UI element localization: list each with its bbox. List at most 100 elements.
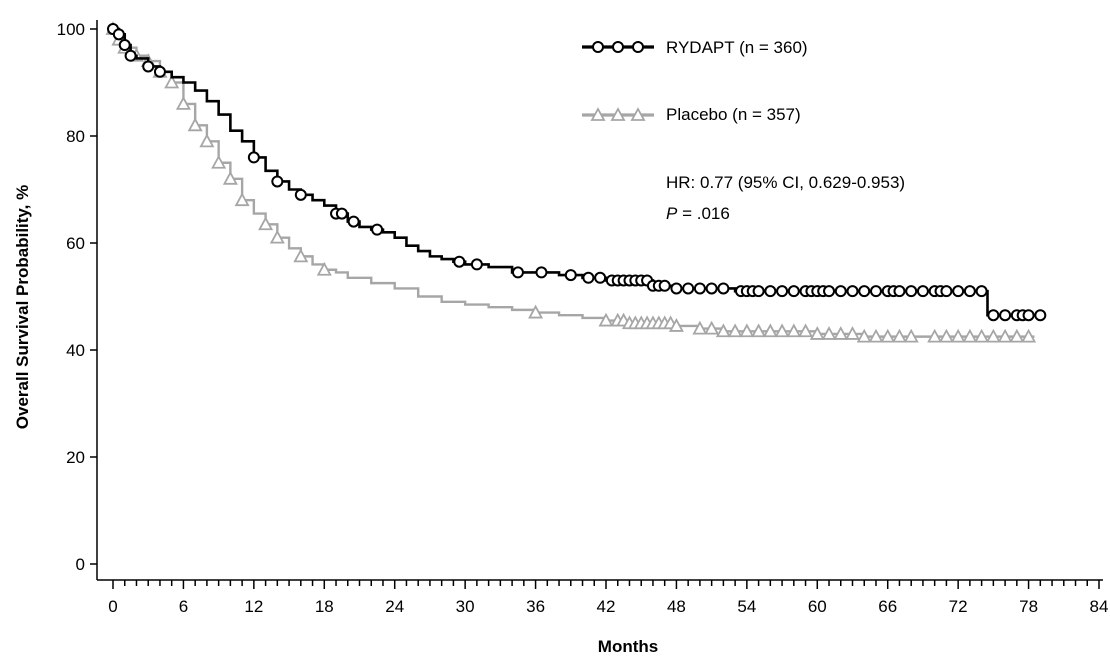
censor-mark-placebo bbox=[175, 96, 191, 110]
x-tick-label: 0 bbox=[108, 597, 117, 616]
censor-mark-rydapt bbox=[112, 28, 125, 41]
y-tick-label: 0 bbox=[76, 555, 85, 574]
censor-mark-rydapt bbox=[682, 282, 695, 295]
censor-mark-placebo bbox=[727, 323, 743, 338]
censor-mark-placebo bbox=[950, 328, 966, 343]
legend-marker bbox=[592, 41, 604, 53]
censor-mark-rydapt bbox=[752, 285, 765, 298]
censor-mark-rydapt bbox=[999, 309, 1012, 322]
legend-marker bbox=[610, 107, 626, 121]
censor-mark-placebo bbox=[293, 248, 309, 263]
x-tick-label: 54 bbox=[737, 597, 756, 616]
censor-mark-placebo bbox=[962, 328, 978, 343]
censor-mark-rydapt bbox=[582, 271, 595, 284]
censor-mark-placebo bbox=[809, 326, 825, 340]
censor-mark-placebo bbox=[774, 323, 790, 338]
censor-mark-placebo bbox=[903, 328, 919, 343]
y-tick-label: 80 bbox=[66, 127, 85, 146]
censor-mark-rydapt bbox=[118, 39, 131, 52]
censor-mark-rydapt bbox=[271, 175, 284, 188]
censor-mark-placebo bbox=[316, 261, 332, 276]
legend-label-rydapt: RYDAPT (n = 360) bbox=[666, 38, 808, 57]
censor-mark-rydapt bbox=[963, 285, 976, 298]
p-value-number: = .016 bbox=[677, 204, 729, 223]
censor-mark-rydapt bbox=[717, 282, 730, 295]
censor-mark-placebo bbox=[211, 154, 227, 169]
censor-mark-rydapt bbox=[1034, 309, 1047, 322]
censor-mark-rydapt bbox=[1022, 309, 1035, 322]
censor-mark-rydapt bbox=[294, 188, 307, 201]
censor-mark-rydapt bbox=[247, 151, 260, 164]
censor-mark-rydapt bbox=[347, 215, 360, 228]
censor-mark-rydapt bbox=[764, 285, 777, 298]
x-tick-label: 84 bbox=[1090, 597, 1109, 616]
series-placebo bbox=[105, 21, 1037, 343]
y-tick-label: 20 bbox=[66, 448, 85, 467]
censor-mark-rydapt bbox=[787, 285, 800, 298]
censor-mark-placebo bbox=[974, 328, 990, 343]
censor-mark-rydapt bbox=[987, 309, 1000, 322]
censor-mark-rydapt bbox=[371, 223, 384, 236]
x-tick-label: 66 bbox=[878, 597, 897, 616]
censor-mark-rydapt bbox=[893, 285, 906, 298]
y-tick-label: 40 bbox=[66, 341, 85, 360]
censor-mark-placebo bbox=[258, 216, 274, 231]
censor-mark-rydapt bbox=[975, 285, 988, 298]
censor-mark-rydapt bbox=[834, 285, 847, 298]
censor-mark-rydapt bbox=[869, 285, 882, 298]
censor-mark-placebo bbox=[938, 328, 954, 343]
censor-mark-placebo bbox=[668, 318, 684, 332]
legend-marker bbox=[630, 107, 646, 121]
censor-mark-rydapt bbox=[511, 266, 524, 279]
censor-mark-rydapt bbox=[535, 266, 548, 279]
censor-mark-placebo bbox=[598, 312, 614, 327]
x-tick-label: 36 bbox=[526, 597, 545, 616]
y-tick-label: 100 bbox=[57, 20, 85, 39]
censor-mark-rydapt bbox=[142, 60, 155, 73]
censor-mark-placebo bbox=[762, 323, 778, 338]
censor-mark-rydapt bbox=[453, 255, 466, 268]
legend-swatch-rydapt bbox=[582, 41, 654, 53]
x-tick-label: 6 bbox=[179, 597, 188, 616]
censor-mark-placebo bbox=[199, 133, 215, 148]
censor-mark-rydapt bbox=[705, 282, 718, 295]
censor-mark-rydapt bbox=[952, 285, 965, 298]
legend-swatch-placebo bbox=[582, 107, 654, 121]
censor-mark-placebo bbox=[692, 320, 708, 335]
censor-mark-rydapt bbox=[335, 207, 348, 220]
censor-mark-placebo bbox=[1021, 328, 1037, 343]
hazard-ratio-annotation: HR: 0.77 (95% CI, 0.629-0.953) bbox=[666, 173, 905, 192]
censor-mark-placebo bbox=[739, 323, 755, 338]
censor-mark-rydapt bbox=[564, 269, 577, 282]
series-rydapt bbox=[107, 23, 1047, 322]
axes: 0 20 40 60 80 100 0 6 12 18 24 30 36 42 48 54 60 66 72 78 84 bbox=[57, 20, 1109, 616]
censor-mark-placebo bbox=[751, 323, 767, 338]
x-axis-title: Months bbox=[598, 637, 658, 656]
censor-mark-placebo bbox=[786, 323, 802, 338]
censor-mark-rydapt bbox=[776, 285, 789, 298]
censor-mark-placebo bbox=[187, 117, 203, 132]
censor-mark-rydapt bbox=[846, 285, 859, 298]
p-value-annotation: P = .016 bbox=[666, 204, 730, 223]
censor-mark-placebo bbox=[985, 328, 1001, 343]
x-tick-label: 78 bbox=[1019, 597, 1038, 616]
censor-mark-rydapt bbox=[693, 282, 706, 295]
censor-mark-rydapt bbox=[940, 285, 953, 298]
censor-mark-placebo bbox=[164, 74, 180, 89]
x-tick-label: 12 bbox=[244, 597, 263, 616]
censor-mark-placebo bbox=[891, 328, 907, 343]
x-tick-label: 72 bbox=[949, 597, 968, 616]
censor-mark-placebo bbox=[833, 326, 849, 340]
series-layer bbox=[105, 21, 1047, 343]
censor-mark-rydapt bbox=[658, 279, 671, 292]
censor-mark-placebo bbox=[269, 229, 285, 244]
censor-mark-placebo bbox=[715, 323, 731, 338]
legend-label-placebo: Placebo (n = 357) bbox=[666, 105, 801, 124]
censor-mark-placebo bbox=[798, 323, 814, 338]
censor-mark-placebo bbox=[1009, 328, 1025, 343]
legend-marker bbox=[612, 41, 624, 53]
y-tick-label: 60 bbox=[66, 234, 85, 253]
x-tick-label: 24 bbox=[385, 597, 404, 616]
censor-mark-rydapt bbox=[153, 65, 166, 78]
censor-mark-placebo bbox=[927, 328, 943, 343]
